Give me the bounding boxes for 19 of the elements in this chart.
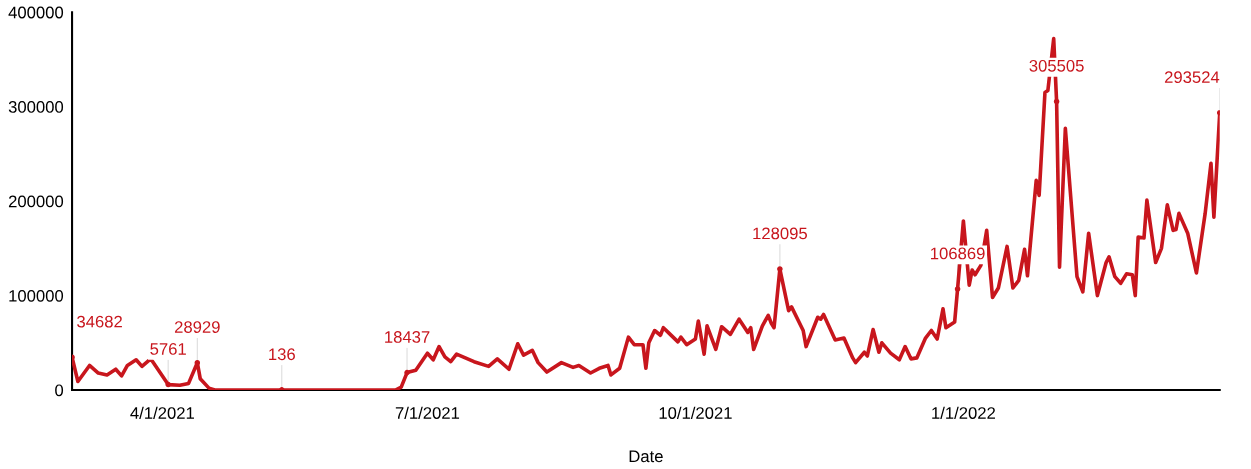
x-tick-label: 10/1/2021 xyxy=(659,406,732,419)
y-tick-label: 400000 xyxy=(8,6,64,19)
y-tick-label: 300000 xyxy=(8,101,64,113)
data-label: 28929 xyxy=(174,321,220,333)
x-tick-label: 4/1/2021 xyxy=(130,406,194,419)
data-label: 18437 xyxy=(385,331,430,343)
y-tick-label: 100000 xyxy=(9,289,64,302)
data-label: 5761 xyxy=(150,343,186,355)
x-tick-label: 7/1/2021 xyxy=(395,406,460,419)
y-tick-label: 0 xyxy=(55,384,64,397)
x-axis-title: Date xyxy=(629,450,663,463)
y-tick-label: 200000 xyxy=(8,195,64,208)
data-label: 34682 xyxy=(77,315,122,328)
data-label: 128095 xyxy=(753,227,807,240)
x-tick-label: 1/1/2022 xyxy=(932,406,995,419)
data-label: 293524 xyxy=(1164,71,1220,84)
data-label: 106869 xyxy=(931,247,985,260)
data-label: 136 xyxy=(269,348,295,361)
data-label: 305505 xyxy=(1029,59,1084,72)
